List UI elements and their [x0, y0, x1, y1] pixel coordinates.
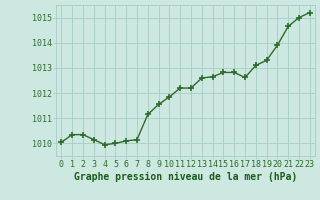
X-axis label: Graphe pression niveau de la mer (hPa): Graphe pression niveau de la mer (hPa)	[74, 172, 297, 182]
